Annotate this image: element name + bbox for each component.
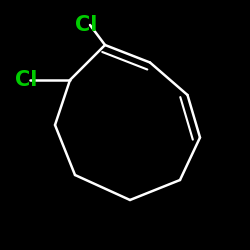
- Text: Cl: Cl: [15, 70, 38, 90]
- Text: Cl: Cl: [75, 15, 98, 35]
